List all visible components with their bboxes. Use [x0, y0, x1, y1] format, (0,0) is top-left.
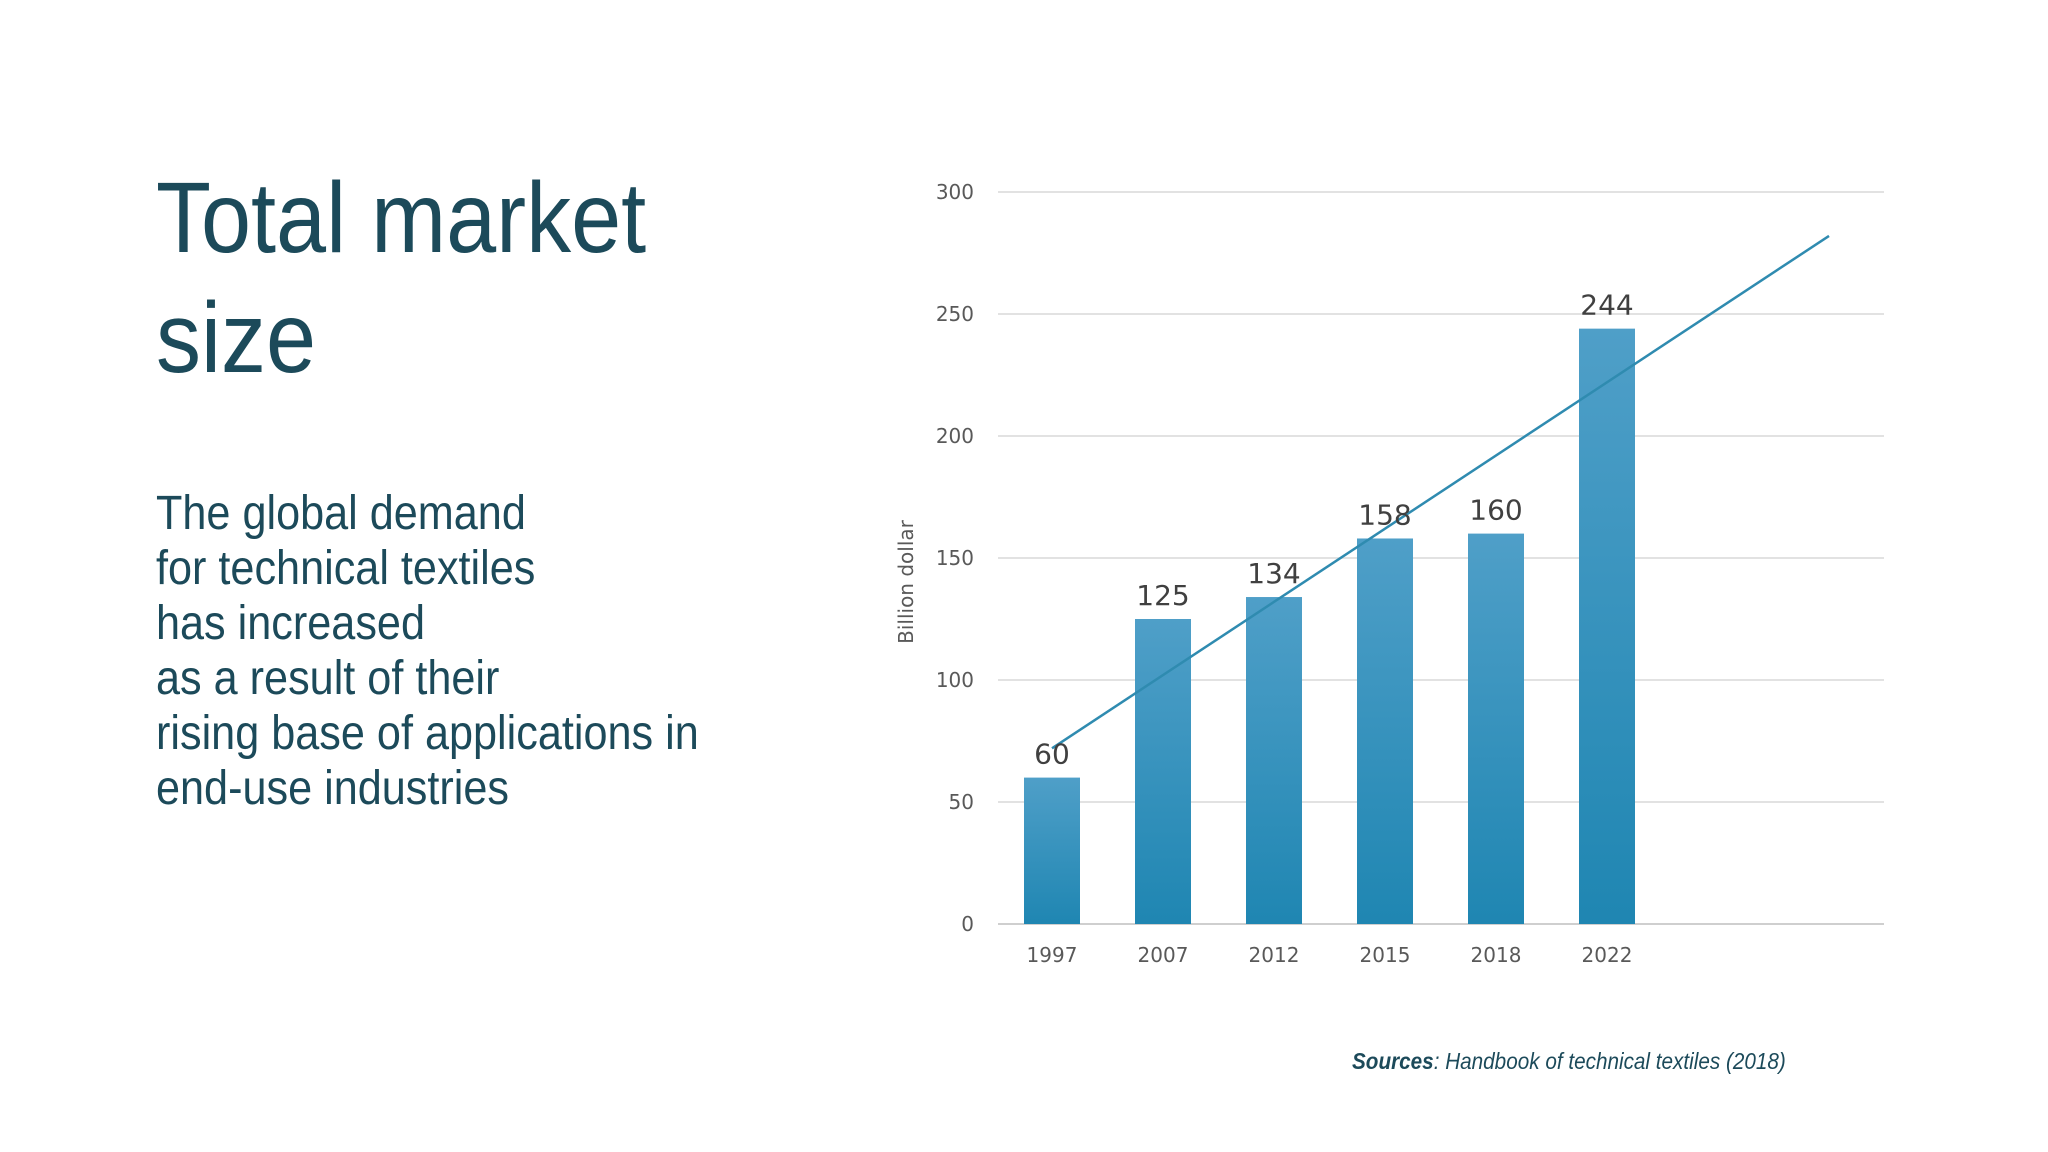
y-tick-label: 300: [936, 180, 974, 204]
chart-trendline-layer: [1051, 234, 1830, 750]
y-tick-label: 100: [936, 668, 974, 692]
bar: [1579, 328, 1635, 924]
body-line-1: The global demand: [156, 487, 526, 540]
bar: [1246, 597, 1302, 924]
source-citation: Sources: Handbook of technical textiles …: [1352, 1048, 1786, 1075]
bar-data-label: 244: [1580, 289, 1633, 322]
y-axis-tick-labels: 0 50 100 150 200 250 300: [936, 180, 974, 936]
bar-data-labels: 60 125 134 158 160 244: [1034, 289, 1634, 771]
bar-data-label: 134: [1247, 557, 1300, 590]
bar-data-label: 160: [1469, 494, 1522, 527]
bar-data-label: 158: [1358, 498, 1411, 531]
body-line-3: has increased: [156, 597, 425, 650]
y-tick-label: 250: [936, 302, 974, 326]
y-tick-label: 150: [936, 546, 974, 570]
bar: [1468, 533, 1524, 924]
x-tick-label: 2007: [1138, 943, 1189, 967]
slide-title: Total market size: [156, 158, 646, 398]
chart-gridlines: [998, 191, 1884, 925]
y-axis-label: Billion dollar: [894, 519, 918, 644]
source-text: : Handbook of technical textiles (2018): [1433, 1048, 1786, 1074]
x-tick-label: 2018: [1471, 943, 1522, 967]
bar: [1135, 619, 1191, 924]
bar: [1024, 777, 1080, 924]
source-label: Sources: [1352, 1048, 1434, 1074]
y-tick-label: 50: [949, 790, 974, 814]
bar: [1357, 538, 1413, 924]
bar-data-label: 60: [1034, 738, 1070, 771]
body-line-5: rising base of applications in: [156, 707, 699, 760]
y-tick-label: 200: [936, 424, 974, 448]
body-line-2: for technical textiles: [156, 542, 536, 595]
x-axis-tick-labels: 1997 2007 2012 2015 2018 2022: [1027, 943, 1633, 967]
slide-body-text: The global demand for technical textiles…: [156, 486, 699, 816]
market-size-bar-chart: 0 50 100 150 200 250 300 60 125 134 158 160 244 199…: [894, 180, 1884, 967]
trendline: [1051, 234, 1830, 750]
body-line-6: end-use industries: [156, 762, 510, 815]
y-tick-label: 0: [961, 912, 974, 936]
x-tick-label: 2012: [1249, 943, 1300, 967]
x-tick-label: 1997: [1027, 943, 1078, 967]
body-line-4: as a result of their: [156, 652, 500, 705]
x-tick-label: 2022: [1582, 943, 1633, 967]
bar-data-label: 125: [1136, 579, 1189, 612]
slide-title-line-1: Total market: [156, 162, 647, 274]
x-tick-label: 2015: [1360, 943, 1411, 967]
slide-title-line-2: size: [156, 282, 317, 394]
chart-bars: [1024, 328, 1635, 924]
